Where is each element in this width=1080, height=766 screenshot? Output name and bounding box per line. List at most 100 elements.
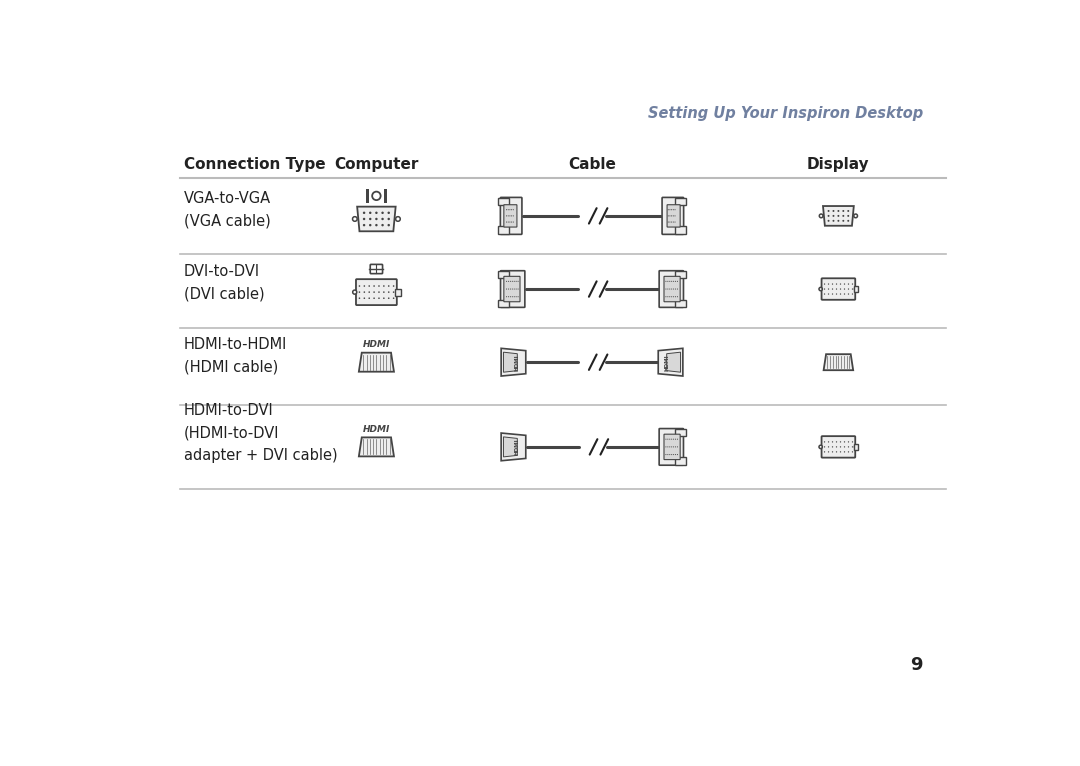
Circle shape <box>388 211 390 214</box>
FancyBboxPatch shape <box>659 428 684 465</box>
Circle shape <box>842 220 845 222</box>
Circle shape <box>848 215 849 217</box>
Circle shape <box>827 215 829 217</box>
Circle shape <box>840 451 841 453</box>
FancyBboxPatch shape <box>498 226 510 234</box>
Circle shape <box>828 288 829 290</box>
Circle shape <box>852 441 853 443</box>
Circle shape <box>848 293 849 295</box>
Bar <box>384 189 387 203</box>
Circle shape <box>848 220 849 222</box>
Text: HDMI: HDMI <box>515 354 519 371</box>
Circle shape <box>837 210 839 212</box>
Circle shape <box>368 291 370 293</box>
Circle shape <box>833 215 835 217</box>
Polygon shape <box>503 352 517 372</box>
FancyBboxPatch shape <box>356 279 396 305</box>
Circle shape <box>852 451 853 453</box>
Circle shape <box>824 293 825 295</box>
FancyBboxPatch shape <box>504 205 517 227</box>
Circle shape <box>388 218 390 220</box>
Circle shape <box>374 285 375 286</box>
FancyBboxPatch shape <box>498 198 510 205</box>
Circle shape <box>836 293 837 295</box>
Text: Display: Display <box>807 157 869 172</box>
Circle shape <box>820 214 823 218</box>
Circle shape <box>836 451 837 453</box>
Polygon shape <box>823 206 854 226</box>
FancyBboxPatch shape <box>504 277 519 302</box>
Circle shape <box>359 291 361 293</box>
Circle shape <box>363 211 365 214</box>
Circle shape <box>848 288 849 290</box>
Circle shape <box>388 285 390 286</box>
FancyBboxPatch shape <box>664 277 680 302</box>
Circle shape <box>843 293 846 295</box>
Circle shape <box>854 445 858 449</box>
FancyBboxPatch shape <box>498 271 509 279</box>
Circle shape <box>828 451 829 453</box>
Circle shape <box>378 297 380 299</box>
Circle shape <box>388 291 390 293</box>
Circle shape <box>848 283 849 285</box>
Circle shape <box>395 217 401 221</box>
Text: HDMI-to-DVI
(HDMI-to-DVI
adapter + DVI cable): HDMI-to-DVI (HDMI-to-DVI adapter + DVI c… <box>184 404 338 463</box>
Circle shape <box>840 283 841 285</box>
FancyBboxPatch shape <box>675 271 686 279</box>
FancyBboxPatch shape <box>662 198 684 234</box>
Text: Computer: Computer <box>334 157 419 172</box>
Text: Cable: Cable <box>568 157 616 172</box>
FancyBboxPatch shape <box>675 198 686 205</box>
Circle shape <box>381 211 383 214</box>
Circle shape <box>364 297 365 299</box>
Circle shape <box>375 218 378 220</box>
Bar <box>366 189 368 203</box>
Circle shape <box>833 220 835 222</box>
Circle shape <box>832 283 833 285</box>
Circle shape <box>843 288 846 290</box>
Circle shape <box>854 214 858 218</box>
Text: VGA-to-VGA
(VGA cable): VGA-to-VGA (VGA cable) <box>184 192 271 228</box>
Circle shape <box>375 224 378 227</box>
Polygon shape <box>666 352 680 372</box>
Circle shape <box>836 441 837 443</box>
Circle shape <box>842 210 845 212</box>
Circle shape <box>359 297 361 299</box>
Circle shape <box>848 210 849 212</box>
Polygon shape <box>503 437 517 457</box>
Circle shape <box>852 293 853 295</box>
Circle shape <box>381 224 383 227</box>
Circle shape <box>833 210 835 212</box>
Text: DVI-to-DVI
(DVI cable): DVI-to-DVI (DVI cable) <box>184 264 265 302</box>
FancyBboxPatch shape <box>675 429 686 437</box>
FancyBboxPatch shape <box>667 205 680 227</box>
Bar <box>854 444 859 450</box>
Circle shape <box>836 283 837 285</box>
Circle shape <box>374 297 375 299</box>
FancyBboxPatch shape <box>822 436 855 457</box>
Circle shape <box>824 283 825 285</box>
FancyBboxPatch shape <box>822 278 855 300</box>
Bar <box>854 286 859 292</box>
Text: HDMI: HDMI <box>664 354 670 371</box>
Circle shape <box>832 288 833 290</box>
Circle shape <box>824 288 825 290</box>
FancyBboxPatch shape <box>370 264 382 273</box>
Circle shape <box>352 217 357 221</box>
Circle shape <box>828 441 829 443</box>
Circle shape <box>363 224 365 227</box>
FancyBboxPatch shape <box>498 300 509 307</box>
Circle shape <box>827 210 829 212</box>
FancyBboxPatch shape <box>664 434 680 460</box>
Circle shape <box>378 285 380 286</box>
Circle shape <box>378 291 380 293</box>
Circle shape <box>827 220 829 222</box>
Circle shape <box>836 288 837 290</box>
Circle shape <box>369 218 372 220</box>
Polygon shape <box>359 437 394 457</box>
Circle shape <box>843 441 846 443</box>
Circle shape <box>832 451 833 453</box>
Polygon shape <box>359 352 394 372</box>
Circle shape <box>369 211 372 214</box>
Circle shape <box>852 288 853 290</box>
